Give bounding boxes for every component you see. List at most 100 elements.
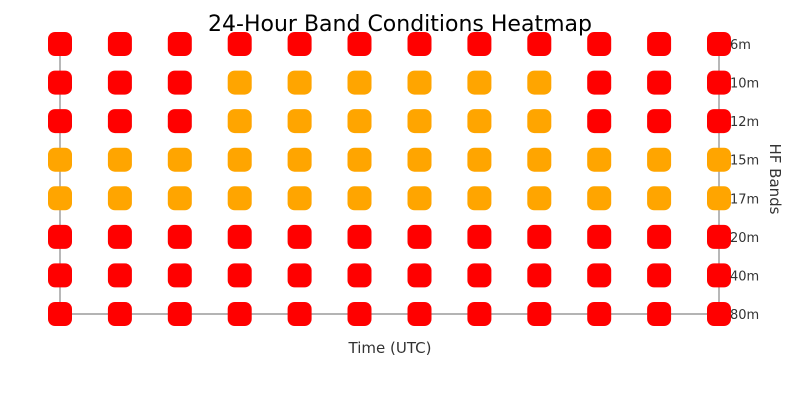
heatmap-cell-15m-1 (48, 147, 72, 172)
heatmap-cell-6m-3 (167, 32, 192, 56)
heatmap-cell-10m-7 (407, 70, 432, 95)
heatmap-cell-20m-10 (587, 224, 612, 249)
heatmap-cell-40m-4 (227, 263, 252, 288)
heatmap-cell-17m-11 (647, 186, 672, 211)
heatmap-cell-12m-3 (167, 109, 192, 134)
heatmap-cells (48, 32, 731, 326)
heatmap-cell-12m-7 (407, 109, 432, 134)
heatmap-cell-10m-8 (467, 70, 492, 95)
heatmap-cell-80m-10 (587, 302, 612, 326)
heatmap-cell-15m-12 (707, 147, 731, 172)
band-tick-labels: 6m 10m 12m 15m 17m 20m 40m 80m (730, 38, 759, 323)
heatmap-cell-40m-12 (707, 263, 731, 288)
heatmap-cell-80m-6 (347, 302, 372, 326)
band-tick-15m: 15m (730, 154, 759, 169)
heatmap-cell-10m-10 (587, 70, 612, 95)
heatmap-cell-15m-2 (107, 147, 132, 172)
heatmap-cell-40m-3 (167, 263, 192, 288)
heatmap-cell-15m-4 (227, 147, 252, 172)
heatmap-cell-40m-2 (107, 263, 132, 288)
heatmap-cell-15m-9 (527, 147, 552, 172)
heatmap-cell-6m-9 (527, 32, 552, 56)
heatmap-cell-12m-6 (347, 109, 372, 134)
heatmap-cell-6m-4 (227, 32, 252, 56)
heatmap-cell-15m-6 (347, 147, 372, 172)
heatmap-cell-10m-2 (107, 70, 132, 95)
heatmap-cell-10m-9 (527, 70, 552, 95)
heatmap-cell-20m-6 (347, 224, 372, 249)
x-axis-title: Time (UTC) (348, 339, 432, 357)
y-axis-title: HF Bands (766, 143, 784, 214)
heatmap-cell-17m-2 (107, 186, 132, 211)
heatmap-cell-6m-6 (347, 32, 372, 56)
heatmap-cell-6m-11 (647, 32, 672, 56)
heatmap-cell-80m-7 (407, 302, 432, 326)
heatmap-cell-17m-9 (527, 186, 552, 211)
heatmap-cell-40m-5 (287, 263, 312, 288)
heatmap-cell-10m-6 (347, 70, 372, 95)
heatmap-cell-6m-5 (287, 32, 312, 56)
heatmap-cell-6m-10 (587, 32, 612, 56)
heatmap-cell-10m-5 (287, 70, 312, 95)
heatmap-cell-80m-1 (48, 302, 72, 326)
heatmap-cell-17m-4 (227, 186, 252, 211)
heatmap-cell-80m-8 (467, 302, 492, 326)
heatmap-cell-10m-11 (647, 70, 672, 95)
heatmap-cell-40m-7 (407, 263, 432, 288)
heatmap-cell-20m-4 (227, 224, 252, 249)
heatmap-cell-40m-6 (347, 263, 372, 288)
band-tick-17m: 17m (730, 192, 759, 207)
heatmap-cell-20m-12 (707, 224, 731, 249)
heatmap-cell-80m-12 (707, 302, 731, 326)
heatmap-cell-80m-3 (167, 302, 192, 326)
heatmap-cell-20m-9 (527, 224, 552, 249)
heatmap-cell-6m-12 (707, 32, 731, 56)
heatmap-cell-12m-11 (647, 109, 672, 134)
heatmap-cell-40m-1 (48, 263, 72, 288)
heatmap-cell-12m-8 (467, 109, 492, 134)
heatmap-cell-17m-1 (48, 186, 72, 211)
heatmap-cell-12m-5 (287, 109, 312, 134)
heatmap-cell-17m-6 (347, 186, 372, 211)
heatmap-cell-12m-2 (107, 109, 132, 134)
heatmap-cell-17m-10 (587, 186, 612, 211)
heatmap-cell-6m-2 (107, 32, 132, 56)
heatmap-cell-40m-10 (587, 263, 612, 288)
band-tick-12m: 12m (730, 115, 759, 130)
heatmap-cell-6m-1 (48, 32, 72, 56)
heatmap-cell-17m-5 (287, 186, 312, 211)
band-tick-6m: 6m (730, 38, 751, 53)
heatmap-cell-10m-12 (707, 70, 731, 95)
heatmap-cell-20m-8 (467, 224, 492, 249)
band-tick-20m: 20m (730, 231, 759, 246)
heatmap-cell-17m-7 (407, 186, 432, 211)
heatmap-cell-15m-7 (407, 147, 432, 172)
heatmap-cell-40m-9 (527, 263, 552, 288)
heatmap-cell-15m-5 (287, 147, 312, 172)
heatmap-cell-80m-2 (107, 302, 132, 326)
heatmap-cell-20m-7 (407, 224, 432, 249)
heatmap-cell-15m-3 (167, 147, 192, 172)
heatmap-cell-12m-12 (707, 109, 731, 134)
heatmap-cell-6m-7 (407, 32, 432, 56)
heatmap-cell-12m-4 (227, 109, 252, 134)
heatmap-cell-80m-4 (227, 302, 252, 326)
heatmap-cell-6m-8 (467, 32, 492, 56)
heatmap-cell-17m-12 (707, 186, 731, 211)
heatmap-cell-12m-10 (587, 109, 612, 134)
band-tick-10m: 10m (730, 77, 759, 92)
heatmap-cell-15m-11 (647, 147, 672, 172)
heatmap-cell-10m-4 (227, 70, 252, 95)
heatmap-cell-10m-3 (167, 70, 192, 95)
heatmap-cell-10m-1 (48, 70, 72, 95)
heatmap-cell-17m-8 (467, 186, 492, 211)
heatmap-cell-20m-2 (107, 224, 132, 249)
heatmap-cell-17m-3 (167, 186, 192, 211)
heatmap-cell-12m-1 (48, 109, 72, 134)
heatmap-cell-40m-8 (467, 263, 492, 288)
heatmap-cell-15m-10 (587, 147, 612, 172)
heatmap-cell-40m-11 (647, 263, 672, 288)
heatmap-cell-20m-3 (167, 224, 192, 249)
heatmap-cell-80m-5 (287, 302, 312, 326)
